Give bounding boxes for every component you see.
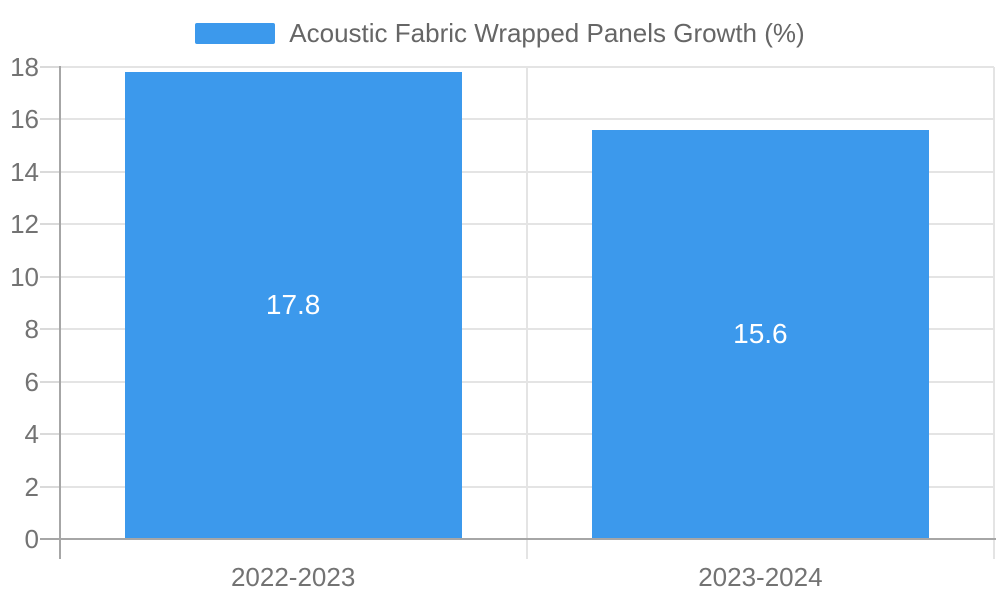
ytick-2: [39, 485, 60, 488]
legend-swatch: [195, 22, 276, 44]
gridline-x-1: [525, 66, 528, 559]
ytick-8: [39, 328, 60, 330]
ytick-6: [39, 380, 60, 383]
y-axis-label-4: 4: [24, 419, 39, 449]
x-axis-line: [58, 538, 996, 540]
ytick-0: [39, 538, 60, 540]
y-axis-label-8: 8: [24, 314, 39, 344]
y-axis-label-18: 18: [10, 51, 39, 82]
gridline-x-2: [993, 66, 995, 559]
legend[interactable]: Acoustic Fabric Wrapped Panels Growth (%…: [0, 20, 1000, 46]
y-axis-label-10: 10: [10, 261, 39, 292]
y-axis-label-6: 6: [24, 366, 39, 397]
ytick-18: [39, 65, 60, 68]
y-axis-label-14: 14: [10, 156, 39, 187]
bar-2023-2024[interactable]: [591, 129, 929, 539]
bar-value-label: 15.6: [733, 318, 788, 350]
ytick-10: [39, 275, 60, 278]
bar-value-label: 17.8: [265, 289, 321, 321]
x-axis-label-2023-2024: 2023-2024: [698, 562, 823, 592]
y-axis-label-0: 0: [24, 524, 39, 554]
x-axis-label-2022-2023: 2022-2023: [230, 562, 356, 592]
y-axis-label-12: 12: [10, 209, 39, 239]
ytick-16: [39, 118, 60, 120]
ytick-4: [39, 433, 60, 435]
y-axis-line: [58, 65, 61, 559]
y-axis-label-2: 2: [24, 471, 39, 502]
y-axis-label-16: 16: [10, 104, 39, 134]
ytick-14: [39, 170, 60, 173]
ytick-12: [39, 223, 60, 225]
legend-label: Acoustic Fabric Wrapped Panels Growth (%…: [289, 18, 805, 48]
bar-2022-2023[interactable]: [124, 71, 462, 539]
